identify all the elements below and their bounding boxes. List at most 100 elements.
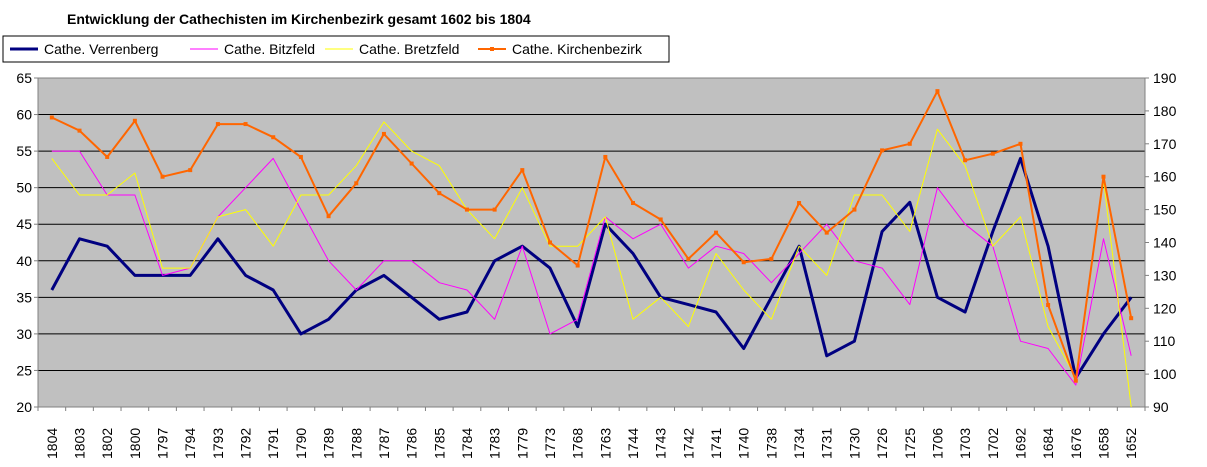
series-line bbox=[51, 90, 1133, 382]
y-tick-label: 60 bbox=[16, 107, 32, 123]
x-tick-label: 1804 bbox=[44, 428, 60, 459]
x-tick-label: 1706 bbox=[929, 428, 945, 459]
x-tick-label: 1779 bbox=[514, 428, 530, 459]
data-point bbox=[990, 151, 995, 156]
data-point bbox=[409, 161, 414, 166]
y-tick-label: 20 bbox=[16, 399, 32, 415]
data-point bbox=[1046, 303, 1051, 308]
data-point bbox=[824, 230, 829, 235]
x-tick-label: 1730 bbox=[846, 428, 862, 459]
y-tick-label: 25 bbox=[16, 362, 32, 378]
data-point bbox=[907, 141, 912, 146]
x-tick-label: 1791 bbox=[265, 428, 281, 459]
data-point bbox=[1073, 378, 1078, 383]
data-point bbox=[243, 122, 248, 127]
x-tick-label: 1792 bbox=[238, 428, 254, 459]
x-tick-label: 1790 bbox=[293, 428, 309, 459]
data-point bbox=[215, 122, 220, 127]
y-tick-label: 45 bbox=[16, 216, 32, 232]
x-tick-label: 1788 bbox=[348, 428, 364, 459]
x-tick-label: 1726 bbox=[874, 428, 890, 459]
x-tick-label: 1794 bbox=[182, 428, 198, 459]
y-tick-label: 40 bbox=[16, 253, 32, 269]
y-tick-label: 65 bbox=[16, 70, 32, 86]
x-tick-label: 1783 bbox=[487, 428, 503, 459]
x-tick-label: 1741 bbox=[708, 428, 724, 459]
axes: 20 25 30 35 40 45 50 55 60 65 90 100 110 120 130 140 150… bbox=[16, 70, 1176, 459]
legend-item-4: Cathe. Kirchenbezirk bbox=[478, 41, 643, 57]
legend-item-2: Cathe. Bitzfeld bbox=[190, 41, 315, 57]
x-tick-label: 1787 bbox=[376, 428, 392, 459]
series-1 bbox=[50, 156, 1133, 380]
series-3 bbox=[51, 121, 1132, 408]
data-point bbox=[603, 154, 608, 159]
legend: Cathe. Verrenberg Cathe. Bitzfeld Cathe. B… bbox=[2, 35, 670, 63]
y2-tick-label: 180 bbox=[1153, 103, 1177, 119]
data-point bbox=[354, 181, 359, 186]
x-tick-label: 1738 bbox=[763, 428, 779, 459]
data-point bbox=[1101, 174, 1106, 179]
x-tick-label: 1784 bbox=[459, 428, 475, 459]
x-tick-label: 1740 bbox=[736, 428, 752, 459]
y2-tick-label: 90 bbox=[1153, 399, 1169, 415]
data-point bbox=[741, 260, 746, 265]
data-point bbox=[658, 217, 663, 222]
x-tick-label: 1658 bbox=[1095, 428, 1111, 459]
legend-label: Cathe. Bitzfeld bbox=[224, 41, 315, 57]
x-tick-label: 1702 bbox=[985, 428, 1001, 459]
data-point bbox=[797, 201, 802, 206]
y2-tick-label: 190 bbox=[1153, 70, 1177, 86]
data-point bbox=[160, 174, 165, 179]
data-point bbox=[492, 207, 497, 212]
data-point bbox=[271, 135, 276, 140]
y2-tick-label: 140 bbox=[1153, 235, 1177, 251]
data-point bbox=[547, 240, 552, 245]
x-tick-label: 1785 bbox=[431, 428, 447, 459]
x-tick-label: 1797 bbox=[155, 428, 171, 459]
data-point bbox=[326, 214, 331, 219]
legend-marker bbox=[490, 47, 494, 51]
legend-label: Cathe. Verrenberg bbox=[44, 41, 158, 57]
data-point bbox=[49, 115, 54, 120]
y-tick-label: 30 bbox=[16, 326, 32, 342]
data-point bbox=[1129, 316, 1134, 321]
x-tick-label: 1773 bbox=[542, 428, 558, 459]
x-tick-label: 1742 bbox=[680, 428, 696, 459]
series-line bbox=[51, 121, 1132, 408]
x-tick-label: 1789 bbox=[321, 428, 337, 459]
data-point bbox=[381, 131, 386, 136]
gridlines bbox=[38, 114, 1145, 371]
x-tick-label: 1793 bbox=[210, 428, 226, 459]
data-point bbox=[880, 148, 885, 153]
y2-tick-label: 130 bbox=[1153, 267, 1177, 283]
series-2 bbox=[51, 150, 1132, 386]
x-tick-label: 1725 bbox=[902, 428, 918, 459]
y2-tick-label: 120 bbox=[1153, 300, 1177, 316]
data-point bbox=[575, 263, 580, 268]
y2-tick-label: 150 bbox=[1153, 202, 1177, 218]
y2-tick-label: 100 bbox=[1153, 366, 1177, 382]
data-point bbox=[464, 207, 469, 212]
series-line bbox=[50, 156, 1133, 380]
data-point bbox=[714, 230, 719, 235]
x-tick-label: 1763 bbox=[597, 428, 613, 459]
chart-title: Entwicklung der Cathechisten im Kirchenb… bbox=[67, 11, 531, 27]
data-point bbox=[852, 207, 857, 212]
x-tick-label: 1652 bbox=[1123, 428, 1139, 459]
series-layer bbox=[49, 89, 1134, 408]
legend-label: Cathe. Kirchenbezirk bbox=[512, 41, 643, 57]
x-tick-label: 1676 bbox=[1068, 428, 1084, 459]
x-tick-label: 1743 bbox=[653, 428, 669, 459]
x-tick-label: 1802 bbox=[99, 428, 115, 459]
data-point bbox=[686, 256, 691, 261]
data-point bbox=[1018, 141, 1023, 146]
x-tick-label: 1684 bbox=[1040, 428, 1056, 459]
x-tick-label: 1786 bbox=[404, 428, 420, 459]
data-point bbox=[437, 191, 442, 196]
data-point bbox=[77, 128, 82, 133]
data-point bbox=[132, 118, 137, 123]
data-point bbox=[298, 154, 303, 159]
x-tick-label: 1734 bbox=[791, 428, 807, 459]
data-point bbox=[188, 168, 193, 173]
